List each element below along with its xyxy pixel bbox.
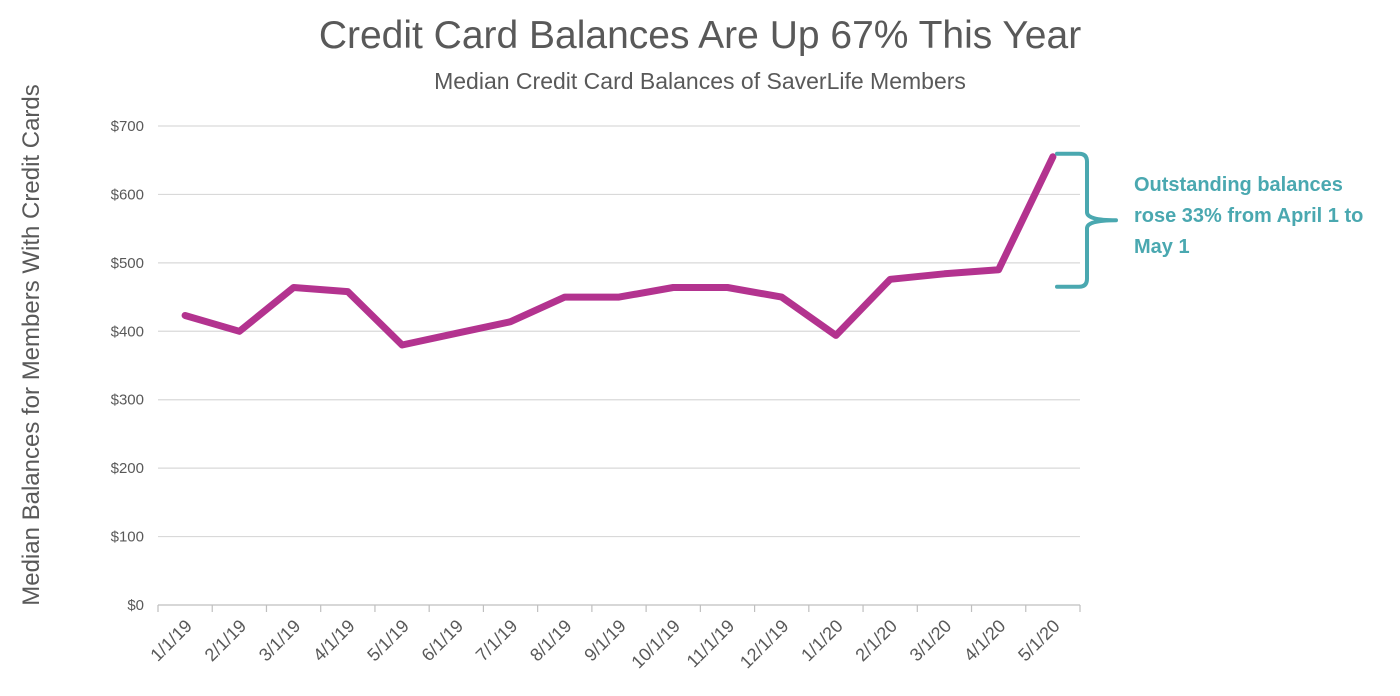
x-tick-label: 5/1/20 [1014,616,1064,666]
x-tick-label: 4/1/20 [960,616,1010,666]
x-tick-label: 3/1/20 [906,616,956,666]
y-tick-label: $400 [111,323,144,340]
y-tick-label: $600 [111,186,144,203]
y-tick-label: $100 [111,529,144,546]
y-tick-label: $300 [111,392,144,409]
x-tick-label: 12/1/19 [736,616,793,673]
x-axis [157,604,1081,612]
x-tick-label: 4/1/19 [309,616,359,666]
x-tick-label: 7/1/19 [472,616,522,666]
annotation-bracket [1055,151,1118,289]
y-tick-label: $200 [111,460,144,477]
chart-title: Credit Card Balances Are Up 67% This Yea… [318,14,1082,57]
x-tick-label: 11/1/19 [683,616,739,672]
chart-subtitle: Median Credit Card Balances of SaverLife… [434,68,966,94]
series-line [181,153,1057,349]
x-tick-label: 3/1/19 [255,616,305,666]
bracket-path [1055,151,1118,289]
y-tick-label: $0 [127,597,144,614]
x-tick-label: 1/1/19 [146,616,196,666]
x-tick-label: 5/1/19 [363,616,413,666]
x-tick-label: 2/1/19 [201,616,251,666]
y-tick-label: $700 [111,118,144,135]
x-tick-label: 9/1/19 [580,616,630,666]
x-axis-ticks: 1/1/19 2/1/19 3/1/19 4/1/19 5/1/19 6/1/19 7/1/… [146,616,1063,673]
x-tick-label: 10/1/19 [627,616,684,673]
y-tick-label: $500 [111,255,144,272]
y-axis-ticks: $0 $100 $200 $300 $400 $500 $600 $700 [111,118,144,614]
x-tick-label: 8/1/19 [526,616,576,666]
series-layer [181,153,1057,349]
annotation-text: Outstanding balances rose 33% from April… [1134,174,1364,258]
gridlines [158,125,1080,538]
x-tick-label: 6/1/19 [418,616,468,666]
x-tick-label: 2/1/20 [851,616,901,666]
x-tick-label: 1/1/20 [797,616,847,666]
